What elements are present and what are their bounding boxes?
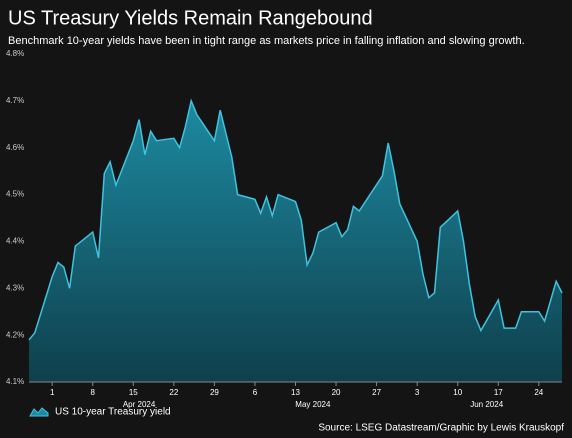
chart-title: US Treasury Yields Remain Rangebound xyxy=(8,7,373,29)
x-tick-label: 6 xyxy=(253,388,258,397)
y-tick-label: 4.1% xyxy=(6,377,24,386)
y-tick-label: 4.7% xyxy=(6,96,24,105)
x-tick-label: 17 xyxy=(494,388,503,397)
month-label: May 2024 xyxy=(295,400,331,409)
y-tick-label: 4.3% xyxy=(6,283,24,292)
legend-swatch xyxy=(29,407,49,417)
x-tick-label: 10 xyxy=(453,388,462,397)
x-tick-label: 24 xyxy=(534,388,543,397)
x-tick-label: 8 xyxy=(91,388,96,397)
x-tick-label: 13 xyxy=(291,388,300,397)
source: Source: LSEG Datastream/Graphic by Lewis… xyxy=(318,423,564,434)
month-label: Apr 2024 xyxy=(123,400,156,409)
area-fill xyxy=(29,100,562,383)
month-label: Jun 2024 xyxy=(470,400,503,409)
x-tick-label: 15 xyxy=(129,388,138,397)
x-tick-label: 3 xyxy=(415,388,420,397)
series-line xyxy=(28,98,563,341)
x-tick-label: 1 xyxy=(50,388,55,397)
y-tick-label: 4.2% xyxy=(6,330,24,339)
x-tick-label: 20 xyxy=(332,388,341,397)
x-tick-label: 29 xyxy=(210,388,219,397)
chart-subtitle: Benchmark 10-year yields have been in ti… xyxy=(8,35,525,47)
x-tick-label: 22 xyxy=(169,388,178,397)
y-tick-label: 4.5% xyxy=(6,190,24,199)
y-tick-label: 4.8% xyxy=(6,49,24,58)
legend-label: US 10-year Treasury yield xyxy=(55,407,171,418)
x-tick-label: 27 xyxy=(372,388,381,397)
y-tick-label: 4.4% xyxy=(6,237,24,246)
y-tick-label: 4.6% xyxy=(6,143,24,152)
